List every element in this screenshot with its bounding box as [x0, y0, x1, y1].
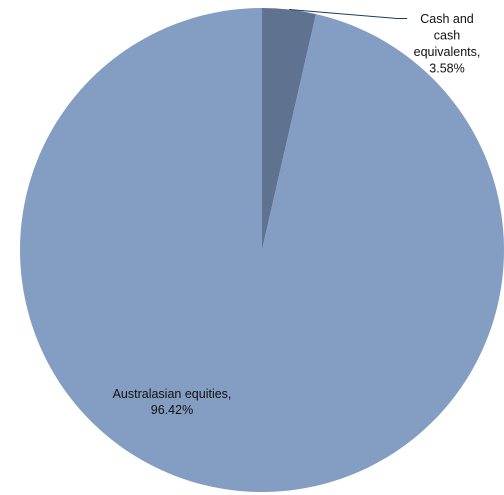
data-label-equities: Australasian equities, 96.42%	[113, 387, 232, 417]
pie-slice-equities	[19, 8, 504, 492]
leader-line-cash	[289, 9, 408, 20]
pie-slice-cash	[262, 8, 316, 250]
data-label-cash: Cash and cash equivalents, 3.58%	[414, 12, 481, 76]
